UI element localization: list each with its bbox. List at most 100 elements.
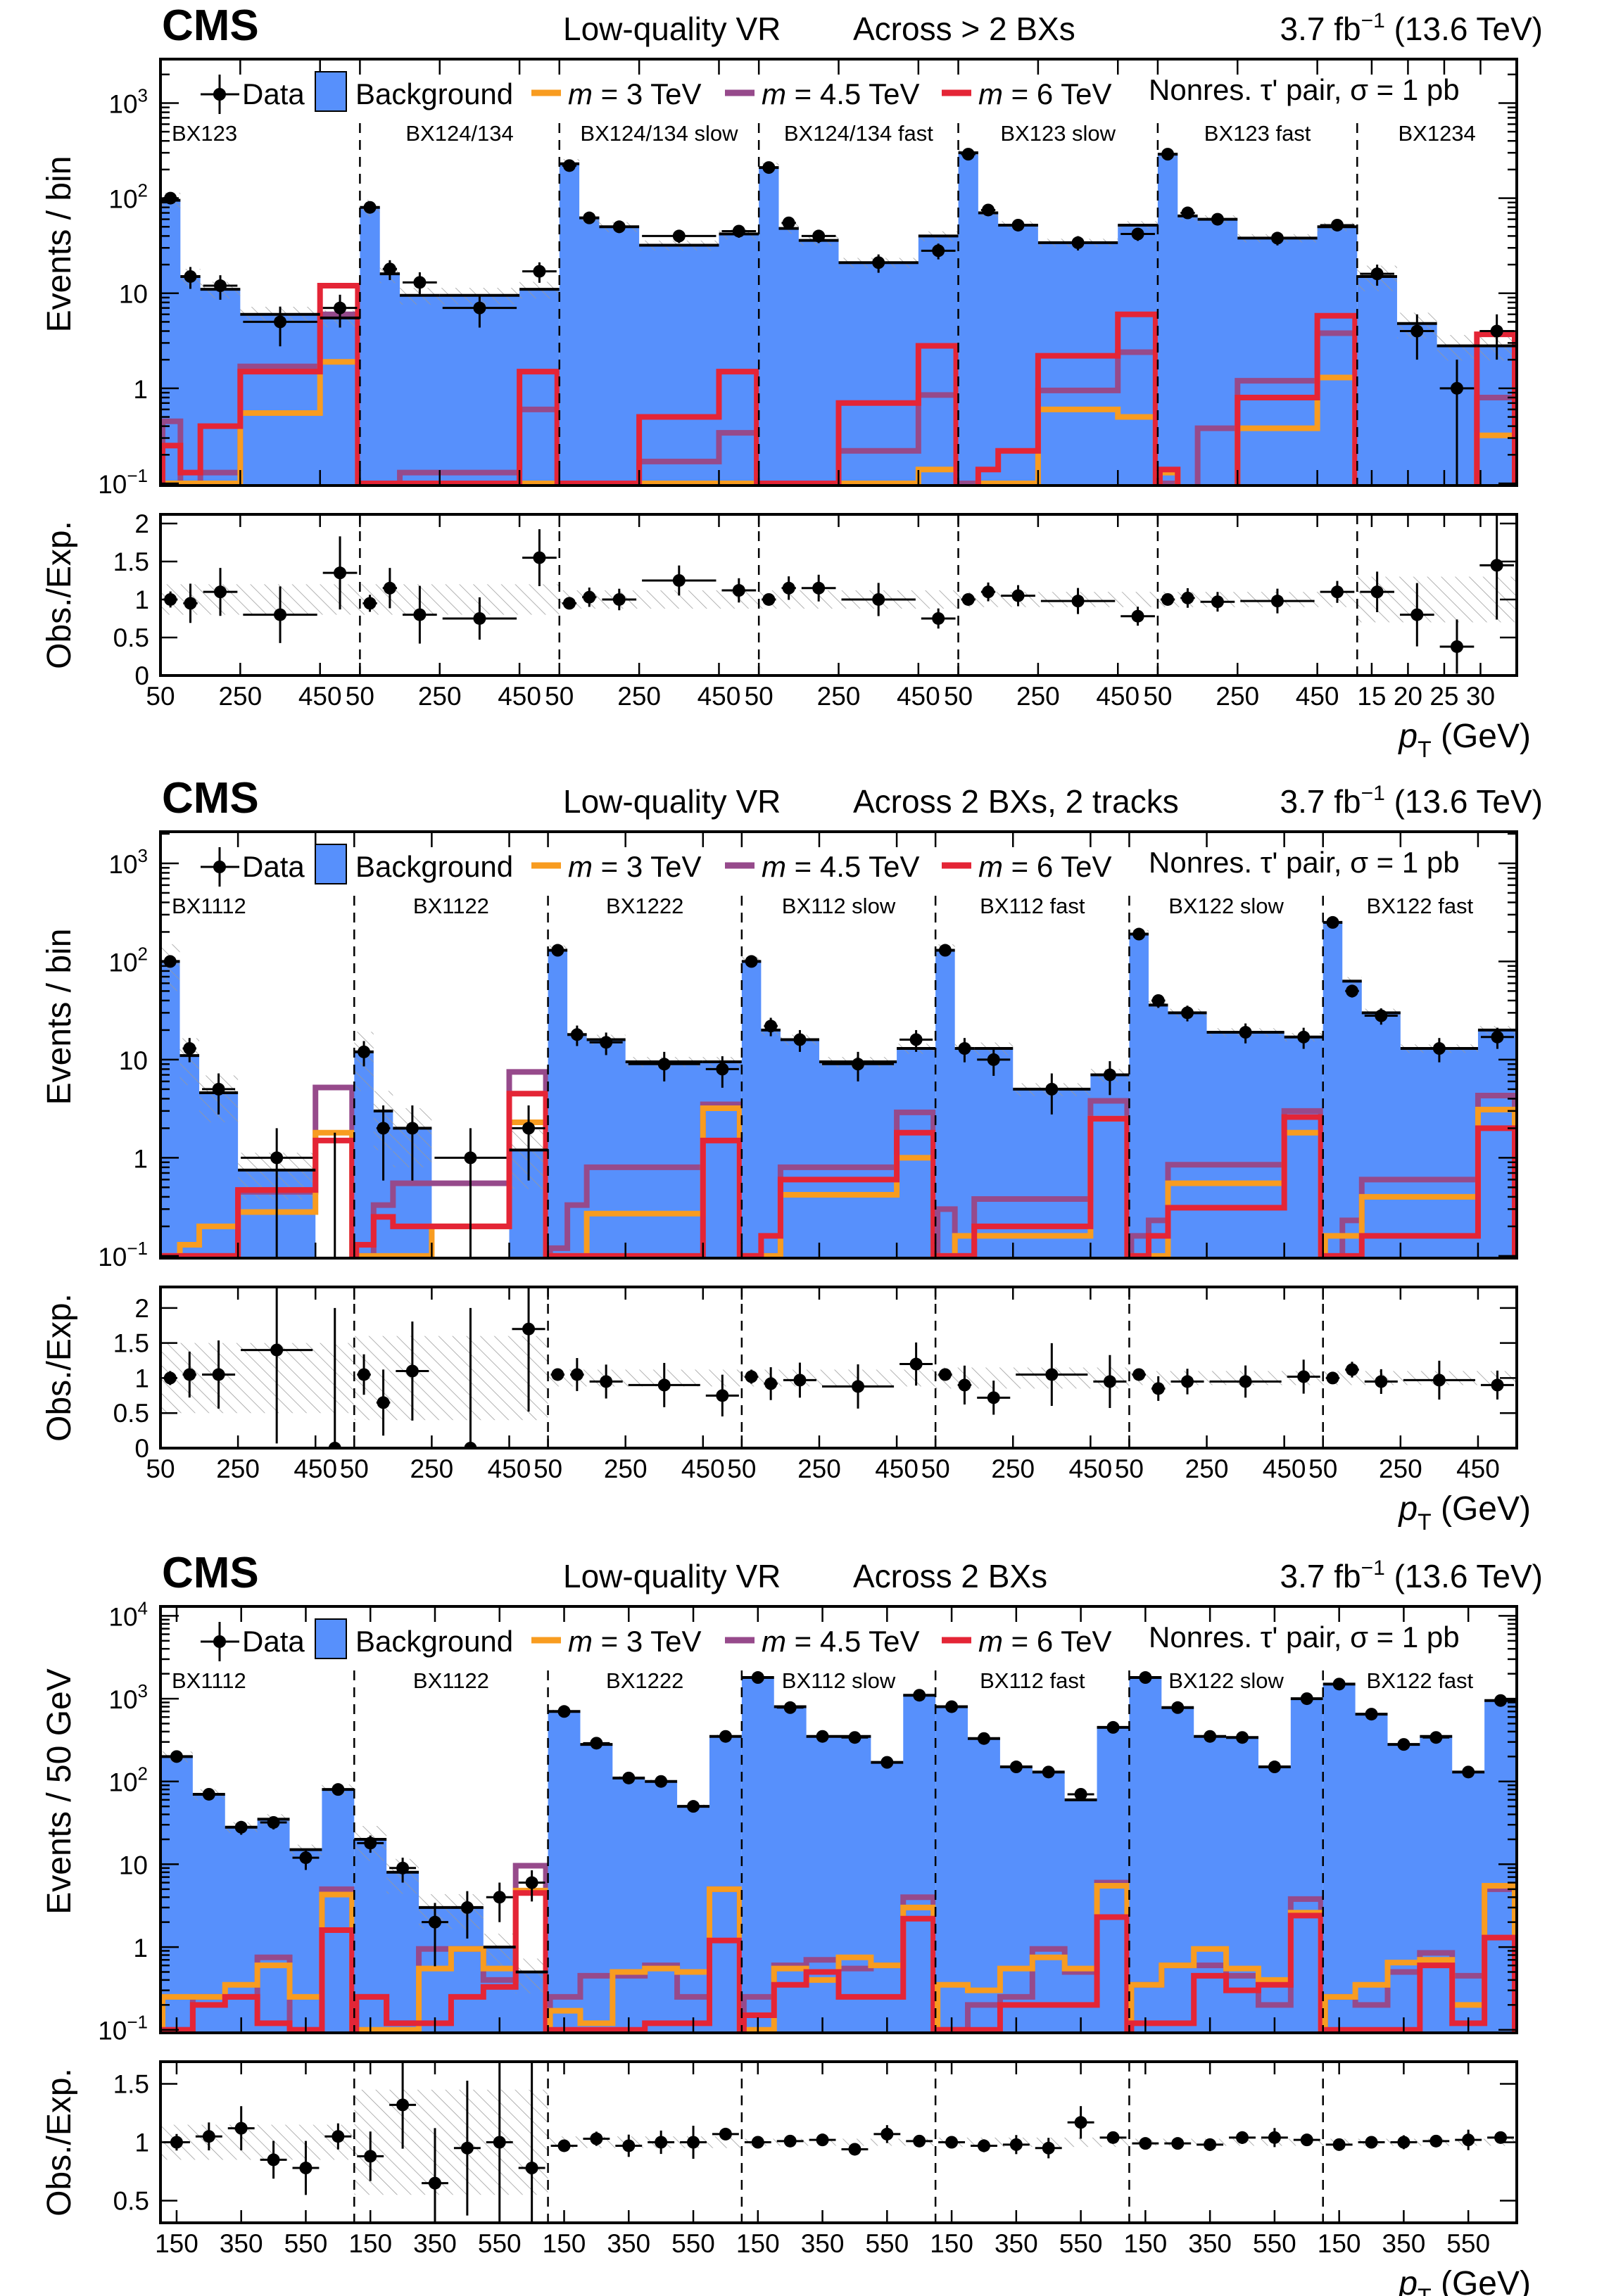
text-span: −1 [127, 465, 148, 486]
data-point [214, 279, 227, 293]
data-point [872, 256, 885, 269]
data-point [657, 1058, 671, 1071]
selection-label: Across 2 BXs [853, 1558, 1047, 1594]
signal-m6-histogram [160, 283, 361, 486]
text-span: 3 [138, 84, 148, 106]
x-tick-label: 50 [545, 682, 574, 711]
ratio-point [622, 2139, 636, 2152]
data-point [1236, 1731, 1249, 1744]
text-span: = 4.5 TeV [786, 1625, 920, 1658]
category-label: BX123 slow [1000, 121, 1116, 146]
text-span: p [1397, 1490, 1418, 1528]
upper-frame [159, 58, 1518, 487]
x-tick-label: 250 [991, 1454, 1035, 1483]
ratio-point [751, 2136, 764, 2149]
ratio-y-tick-label: 1 [134, 1364, 149, 1393]
ratio-point [732, 584, 745, 597]
ratio-point [590, 2132, 603, 2145]
ratio-point [913, 2134, 926, 2148]
x-tick-label: 150 [155, 2229, 198, 2258]
text-span: 10 [119, 280, 148, 309]
luminosity-label: 3.7 fb−1 (13.6 TeV) [1280, 782, 1543, 820]
data-point [1490, 324, 1503, 338]
data-point [764, 1020, 778, 1033]
ratio-point [212, 1368, 225, 1381]
data-point [358, 1045, 371, 1058]
ratio-point [1071, 595, 1085, 608]
ratio-point [464, 1442, 477, 1448]
signal-m3-histogram [1156, 374, 1358, 486]
data-point [977, 1732, 990, 1745]
data-point [590, 1737, 603, 1750]
x-tick-label: 150 [543, 2229, 586, 2258]
signal-m3-histogram [935, 1882, 1130, 2033]
ratio-point [1106, 2131, 1120, 2144]
text-span: 10 [119, 1046, 148, 1075]
text-span: 10 [98, 2017, 127, 2046]
data-point [1171, 1701, 1185, 1714]
data-point [184, 269, 197, 283]
x-tick-label: 550 [478, 2229, 522, 2258]
data-point [1103, 1068, 1116, 1082]
signal-m6-histogram [1356, 331, 1517, 486]
y-tick-label: 103 [108, 845, 148, 879]
data-point [364, 1837, 377, 1850]
data-point [363, 201, 377, 214]
text-span: 10 [108, 948, 137, 977]
data-point [672, 229, 686, 243]
signal-m6-histogram [1156, 312, 1358, 486]
x-tick-label: 450 [298, 682, 342, 711]
x-tick-label: 30 [1466, 682, 1495, 711]
ratio-point [1204, 2138, 1217, 2151]
background-histogram [548, 950, 742, 1258]
text-span: 1 [133, 1144, 148, 1173]
upper-plot-area [160, 148, 1517, 486]
ratio-uncertainty-band [354, 2089, 548, 2195]
x-tick-label: 450 [488, 1454, 531, 1483]
x-tick-label: 250 [410, 1454, 454, 1483]
text-span: m [568, 77, 593, 110]
x-tick-label: 550 [865, 2229, 909, 2258]
legend-data-marker [213, 88, 226, 101]
text-span: 3 [138, 845, 148, 866]
legend-data-marker [213, 861, 226, 873]
ratio-point [1074, 2116, 1087, 2129]
ratio-point [570, 1368, 583, 1381]
ratio-y-tick-label: 0.5 [113, 2186, 149, 2215]
data-point [913, 1689, 926, 1702]
ratio-point [1462, 2133, 1475, 2147]
ratio-point [719, 2127, 732, 2140]
y-tick-label: 10 [119, 280, 148, 309]
data-point [583, 211, 596, 224]
data-point [880, 1756, 894, 1769]
data-point [557, 1705, 571, 1718]
luminosity-label: 3.7 fb−1 (13.6 TeV) [1280, 9, 1543, 47]
y-tick-label: 102 [108, 180, 148, 214]
x-tick-label: 250 [797, 1454, 841, 1483]
text-span: = 4.5 TeV [786, 77, 920, 110]
ratio-point [202, 2130, 215, 2143]
ratio-point [982, 585, 995, 599]
text-span: m [762, 850, 786, 883]
ratio-point [1011, 589, 1025, 602]
data-point [1494, 1694, 1508, 1707]
x-tick-label: 250 [617, 682, 661, 711]
ratio-uncertainty-band [741, 1369, 936, 1387]
text-span: m [568, 850, 593, 883]
ratio-point [334, 566, 347, 580]
ratio-point [764, 1377, 778, 1390]
ratio-point [328, 1442, 341, 1448]
data-point [612, 220, 626, 234]
text-span: 1 [133, 375, 148, 404]
ratio-point [377, 1396, 390, 1409]
text-span: = 4.5 TeV [786, 850, 920, 883]
x-tick-label: 250 [604, 1454, 648, 1483]
ratio-point [1370, 585, 1384, 599]
category-label: BX123 fast [1204, 121, 1311, 146]
text-span: −1 [1361, 1556, 1385, 1580]
x-tick-label: 50 [346, 682, 374, 711]
ratio-uncertainty-band [741, 2138, 936, 2146]
x-tick-label: 450 [875, 1454, 919, 1483]
x-tick-label: 50 [727, 1454, 756, 1483]
data-point [1131, 227, 1144, 241]
